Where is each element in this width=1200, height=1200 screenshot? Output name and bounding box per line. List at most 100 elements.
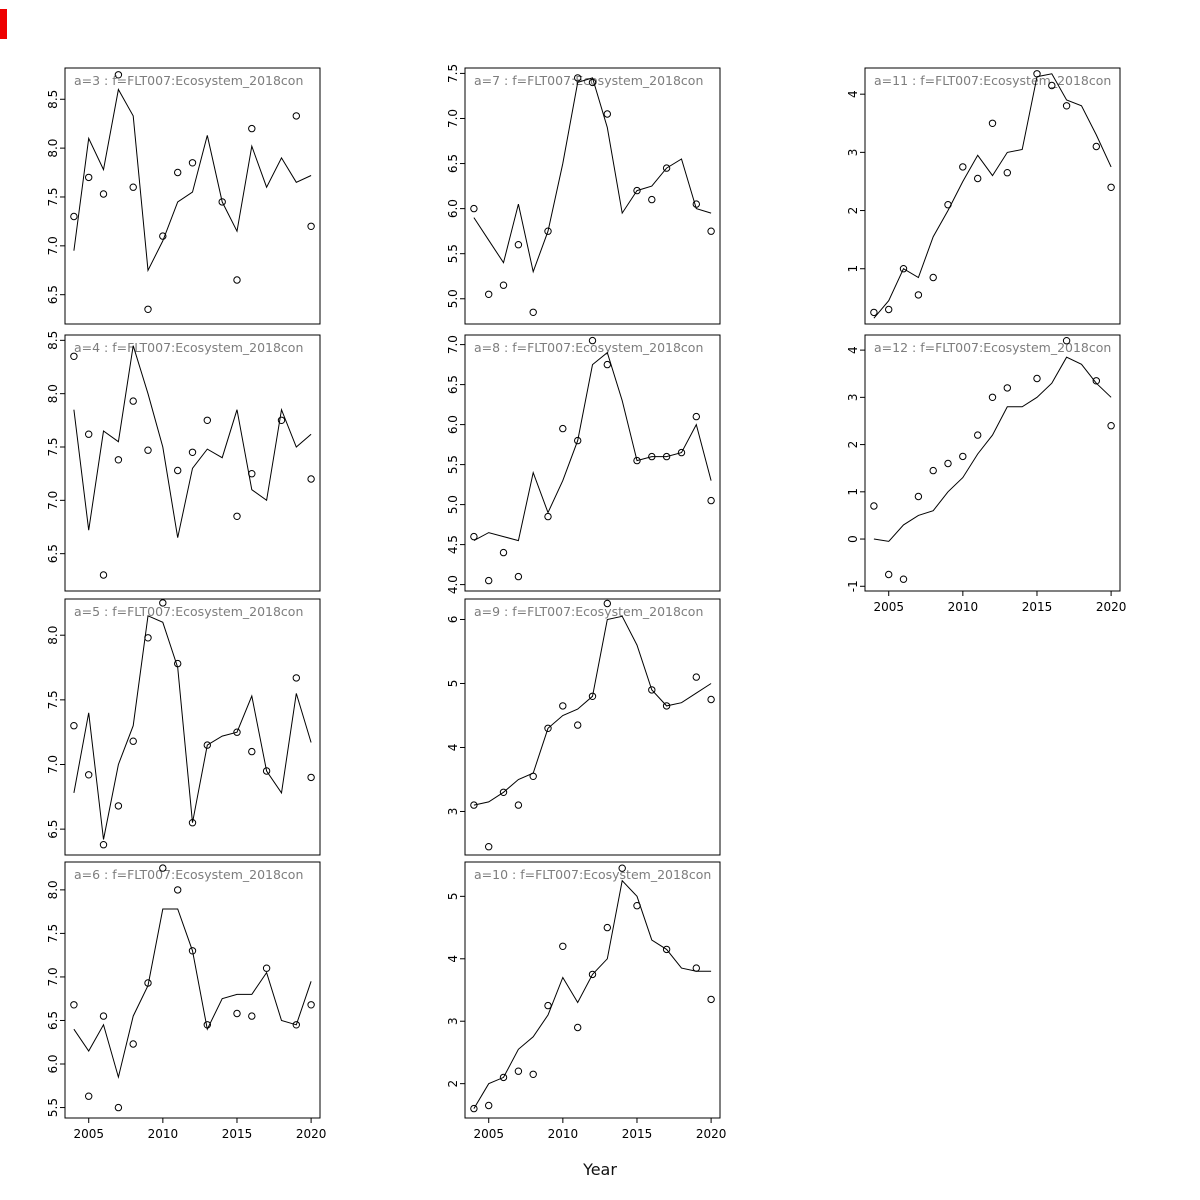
data-point [292, 112, 300, 120]
data-point [648, 686, 656, 694]
data-point [988, 119, 997, 127]
panel-title: a=8 : f=FLT007:Ecosystem_2018con [474, 340, 703, 355]
fitted-line [73, 908, 312, 1080]
data-point [174, 466, 182, 475]
data-point [692, 412, 700, 421]
y-tick-label: 1 [846, 265, 860, 273]
data-point [1092, 377, 1100, 385]
data-point [470, 204, 478, 213]
data-point [485, 1101, 493, 1110]
panel-box [64, 861, 321, 1119]
x-tick-label: 2015 [622, 1127, 653, 1141]
data-point [1033, 70, 1041, 78]
y-tick-label: 7.5 [446, 64, 460, 83]
y-tick-label: 6.5 [46, 820, 60, 839]
data-point [514, 241, 523, 249]
x-tick-label: 2015 [222, 1127, 253, 1141]
data-point [603, 923, 612, 932]
data-point [648, 195, 656, 204]
data-point [159, 864, 167, 872]
data-point [1003, 169, 1012, 177]
data-point [129, 737, 137, 745]
panel-title: a=10 : f=FLT007:Ecosystem_2018con [474, 867, 711, 882]
data-point [85, 771, 93, 779]
y-tick-label: 3 [446, 1017, 460, 1025]
y-tick-label: 2 [446, 1080, 460, 1088]
data-point [262, 767, 271, 775]
data-point [485, 576, 493, 585]
data-point [114, 456, 123, 464]
data-point [929, 273, 937, 282]
y-tick-label: 6.0 [46, 1054, 60, 1073]
data-point [470, 801, 478, 809]
data-point [544, 227, 552, 235]
data-point [248, 747, 256, 756]
panel-box [64, 67, 321, 325]
data-point [603, 110, 612, 118]
y-tick-label: 4.5 [446, 535, 460, 554]
data-point [974, 431, 982, 439]
fitted-line [473, 879, 712, 1109]
y-tick-label: 8.5 [46, 90, 60, 109]
data-point [574, 74, 582, 82]
y-tick-label: 4 [446, 955, 460, 963]
y-tick-label: 7.0 [46, 967, 60, 986]
y-tick-label: 5 [446, 893, 460, 901]
data-point [233, 728, 241, 736]
panel-box [464, 598, 721, 856]
data-point [144, 979, 152, 987]
x-tick-label: 2005 [73, 1127, 104, 1141]
data-point [588, 970, 597, 979]
y-tick-label: 7.5 [46, 437, 60, 456]
data-point [959, 163, 967, 171]
data-point [1003, 384, 1012, 392]
y-tick-label: 5.5 [446, 455, 460, 474]
panel-box [64, 598, 321, 856]
data-point [1033, 374, 1041, 383]
data-point [292, 1021, 300, 1029]
y-tick-label: 7.0 [46, 755, 60, 774]
data-point [559, 942, 567, 951]
data-point [662, 164, 671, 172]
red-marker [0, 9, 7, 39]
panel-box [64, 334, 321, 592]
data-point [70, 352, 78, 360]
data-point [648, 452, 656, 461]
y-tick-label: 8.0 [46, 384, 60, 403]
data-point [988, 393, 997, 401]
x-axis-label: Year [583, 1160, 617, 1179]
data-point [129, 183, 137, 191]
data-point [85, 173, 93, 182]
data-point [262, 964, 271, 972]
data-point [1062, 102, 1071, 110]
y-tick-label: 5.0 [446, 495, 460, 514]
data-point [203, 741, 212, 749]
y-tick-label: 6.5 [446, 375, 460, 394]
data-point [1107, 183, 1115, 192]
data-point [559, 702, 567, 710]
data-point [203, 1021, 212, 1029]
data-point [99, 190, 108, 198]
fitted-line [473, 615, 712, 806]
data-point [485, 843, 493, 851]
data-point [307, 222, 315, 231]
data-point [1092, 142, 1100, 151]
y-tick-label: 8.0 [46, 880, 60, 899]
data-point [233, 276, 241, 284]
x-tick-label: 2005 [873, 600, 904, 614]
data-point [633, 902, 641, 910]
data-point [514, 1067, 523, 1075]
data-point [603, 599, 612, 608]
fitted-line [73, 88, 312, 273]
data-point [588, 692, 597, 701]
data-point [188, 819, 197, 827]
y-tick-label: 5.5 [446, 244, 460, 263]
fitted-line [73, 345, 312, 538]
data-point [692, 964, 700, 972]
data-point [899, 575, 908, 583]
data-point [470, 532, 478, 541]
y-tick-label: 6.0 [446, 415, 460, 434]
data-point [470, 1104, 478, 1113]
data-point [159, 599, 167, 607]
